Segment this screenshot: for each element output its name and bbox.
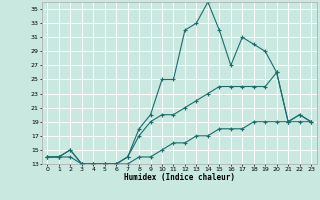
X-axis label: Humidex (Indice chaleur): Humidex (Indice chaleur)	[124, 173, 235, 182]
